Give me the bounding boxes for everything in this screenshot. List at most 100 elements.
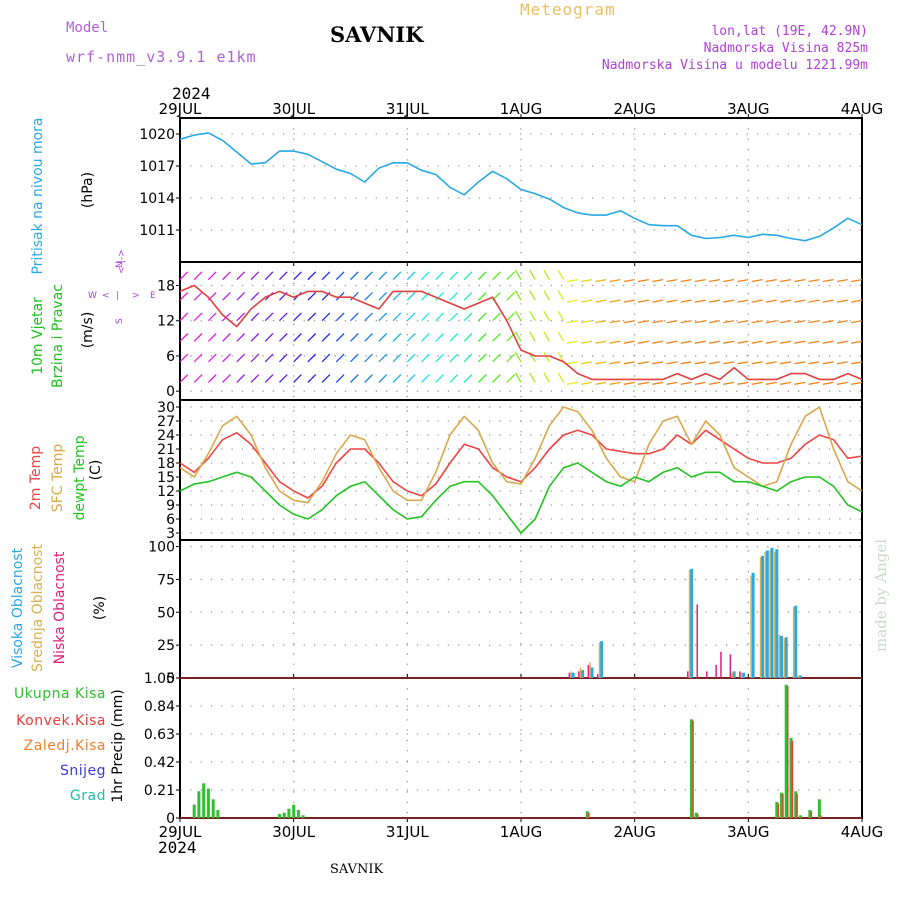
wind-barb [623,361,635,365]
wind-barb [514,269,522,280]
wind-barb [406,291,416,301]
wind-barb [765,340,777,344]
wind-barb [623,340,635,344]
wind-barb [264,271,274,281]
wind-barb [765,381,777,385]
precip-bar [794,791,798,818]
wind-barb [794,361,806,365]
wind-barb [666,299,678,303]
wind-barb [514,372,522,383]
wind-barb [581,340,593,344]
precip-bar [282,812,286,818]
precip-bar [690,719,693,818]
wind-barb [321,374,331,383]
wind-barb [179,353,189,363]
wind-barb [581,320,593,324]
y-axis-label: (%) [92,596,108,620]
cloud-bar [780,635,783,678]
cloud-bar [798,675,802,678]
wind-barb [406,312,416,322]
wind-barb [236,271,246,281]
wind-barb [236,353,246,363]
cloud-bar [568,672,571,678]
compass-east: E [150,291,156,301]
year-top: 2024 [172,84,211,103]
wind-barb [514,290,522,301]
cloud-bar [784,637,788,678]
meteogram-label: Meteogram [520,0,616,19]
wind-barb [652,381,664,385]
wind-barb [808,299,820,303]
cloud-bar [778,634,781,678]
wind-barb [836,278,848,283]
wind-barb [335,374,345,383]
y-tick-label: 0 [166,384,175,400]
wind-barb [307,271,317,281]
wind-barb [680,320,692,324]
wind-barb [836,320,848,324]
precip-bar [192,804,196,818]
wind-barb [566,320,578,324]
wind-barb [207,353,217,363]
precip-bar [287,808,291,818]
wind-barb [193,353,203,363]
precip-bar [820,815,822,818]
wind-barb [566,278,578,283]
wind-barb [463,312,473,322]
cloud-bar [600,641,603,678]
side-label: Visoka Oblacnost [10,547,26,668]
x-tick-label: 3AUG [727,100,769,118]
cloud-bar [578,671,580,678]
precip-bar [202,783,206,818]
wind-barb [680,381,692,385]
cloud-bar [729,654,732,678]
wind-barb [680,299,692,303]
wind-barb [463,374,473,383]
precip-bar [782,794,784,818]
wind-barb [492,312,501,322]
y-tick-label: 9 [166,498,175,514]
side-label: Brzina i Pravac [50,284,66,388]
wind-barb [637,381,649,385]
wind-barb [492,333,501,342]
wind-barb [207,374,217,383]
wind-barb [557,269,565,280]
precip-bar [787,686,789,818]
wind-barb [222,312,231,322]
wind-barb [666,320,678,324]
y-tick-label: 100 [148,540,175,556]
y-axis-label: (m/s) [80,312,96,349]
cloud-bar [731,672,733,678]
wind-barb [595,278,607,283]
wind-barb [378,312,388,322]
wind-barb [514,351,522,363]
cloud-bar [581,670,585,678]
cloud-bar [696,604,698,678]
cloud-bar [589,662,591,678]
cloud-bar [774,551,776,678]
wind-barb [794,320,806,324]
y-tick-label: 0.42 [144,755,175,771]
wind-barb [529,310,536,322]
wind-barb [666,381,678,385]
cloud-bar [769,550,771,678]
wind-barb [581,299,593,303]
wind-barb [392,271,402,281]
wind-barb [751,320,763,324]
precip-bar [796,794,798,818]
wind-barb [207,271,217,281]
wind-barb [557,290,565,301]
wind-barb [808,361,820,365]
precip-bar [810,811,813,818]
wind-barb [623,320,635,324]
wind-barb [637,361,649,365]
y-tick-label: 1.05 [144,671,175,687]
wind-barb [179,312,189,322]
y-tick-label: 0.21 [144,783,175,799]
wind-barb [477,271,487,281]
y-tick-label: 3 [166,526,175,542]
wind-barb [680,340,692,344]
precip-bar [204,818,206,819]
wind-barb [222,333,231,342]
wind-barb [463,333,473,342]
